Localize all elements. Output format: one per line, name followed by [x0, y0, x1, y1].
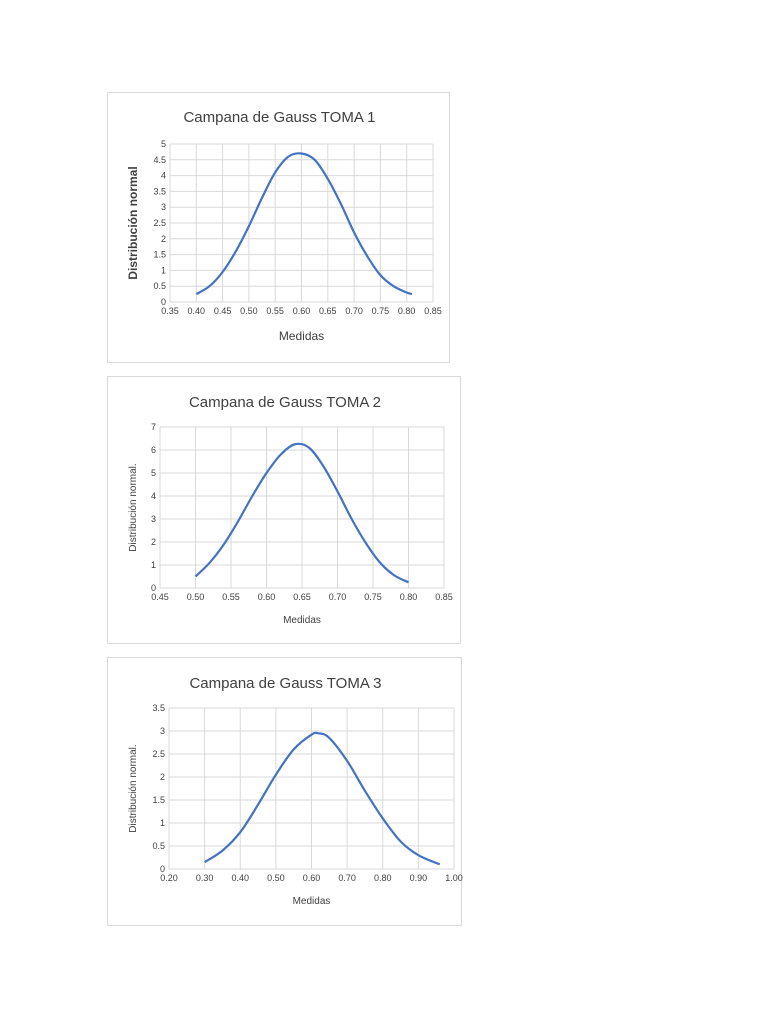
- x-tick-label: 0.50: [187, 592, 205, 602]
- y-axis-label: Distribución normal.: [128, 744, 139, 832]
- x-tick-label: 0.35: [161, 306, 179, 316]
- chart-title: Campana de Gauss TOMA 2: [189, 394, 381, 411]
- y-tick-label: 2: [151, 537, 156, 547]
- x-tick-label: 0.90: [410, 873, 428, 883]
- series-line: [194, 442, 409, 584]
- y-tick-label: 4.5: [153, 155, 166, 165]
- chart-svg-2: Campana de Gauss TOMA 2 0.45 0.50 0.55 0.60 0…: [128, 394, 453, 626]
- x-tick-label: 0.45: [214, 306, 232, 316]
- chart-svg-1: Campana de Gauss TOMA 10.35 0.40 0.45 0.50 0…: [126, 109, 442, 343]
- y-tick-label: 5: [151, 468, 156, 478]
- x-axis-label: Medidas: [293, 896, 331, 907]
- y-tick-label: 1: [161, 265, 166, 275]
- x-tick-label: 0.55: [222, 592, 240, 602]
- y-tick-label: 3: [151, 514, 156, 524]
- series-line: [195, 152, 413, 296]
- y-tick-label: 3: [161, 202, 166, 212]
- y-tick-label: 1.5: [152, 795, 165, 805]
- x-tick-label: 0.75: [364, 592, 382, 602]
- x-tick-label: 1.00: [445, 873, 463, 883]
- x-tick-label: 0.30: [196, 873, 214, 883]
- y-tick-label: 2.5: [152, 749, 165, 759]
- x-tick-label: 0.85: [435, 592, 453, 602]
- y-tick-label: 3.5: [153, 186, 166, 196]
- x-tick-label: 0.85: [424, 306, 442, 316]
- y-tick-label: 3: [160, 726, 165, 736]
- y-tick-label: 5: [161, 139, 166, 149]
- y-tick-label: 0: [160, 864, 165, 874]
- x-tick-label: 0.20: [160, 873, 178, 883]
- x-tick-label: 0.60: [258, 592, 276, 602]
- y-axis-label: Distribución normal: [126, 166, 140, 279]
- x-tick-label: 0.60: [293, 306, 311, 316]
- x-tick-label: 0.60: [303, 873, 321, 883]
- chart-title: Campana de Gauss TOMA 3: [189, 675, 381, 692]
- y-tick-label: 4: [161, 171, 166, 181]
- chart-toma-3: Campana de Gauss TOMA 3 0.20 0.30 0.40 0.50 0…: [107, 657, 463, 926]
- chart-toma-2: Campana de Gauss TOMA 2 0.45 0.50 0.55 0.60 0…: [107, 376, 461, 644]
- y-tick-label: 1: [160, 818, 165, 828]
- x-tick-label: 0.55: [266, 306, 284, 316]
- y-tick-label: 0: [151, 583, 156, 593]
- x-tick-label: 0.80: [374, 873, 392, 883]
- x-tick-label: 0.80: [398, 306, 416, 316]
- chart-title: Campana de Gauss TOMA 1: [183, 109, 375, 126]
- x-tick-label: 0.70: [338, 873, 356, 883]
- x-tick-label: 0.65: [293, 592, 311, 602]
- y-tick-label: 1: [151, 560, 156, 570]
- x-tick-label: 0.75: [372, 306, 390, 316]
- x-tick-label: 0.40: [231, 873, 249, 883]
- y-tick-label: 1.5: [153, 250, 166, 260]
- chart-toma-1: Campana de Gauss TOMA 1 0.35 0.40 0.45 0.50 0…: [107, 92, 450, 363]
- x-tick-label: 0.40: [188, 306, 206, 316]
- series-line: [204, 731, 441, 866]
- y-tick-label: 2: [160, 772, 165, 782]
- y-tick-label: 0.5: [153, 281, 166, 291]
- x-tick-label: 0.70: [345, 306, 363, 316]
- y-tick-label: 4: [151, 491, 156, 501]
- y-axis-label: Distribución normal.: [128, 463, 139, 551]
- x-tick-label: 0.45: [151, 592, 169, 602]
- x-tick-label: 0.65: [319, 306, 337, 316]
- x-tick-label: 0.50: [240, 306, 258, 316]
- y-tick-label: 2: [161, 234, 166, 244]
- y-tick-label: 3.5: [152, 703, 165, 713]
- x-tick-label: 0.50: [267, 873, 285, 883]
- x-axis-label: Medidas: [283, 615, 321, 626]
- y-tick-label: 2.5: [153, 218, 166, 228]
- y-tick-label: 7: [151, 422, 156, 432]
- chart-svg-3: Campana de Gauss TOMA 30.20 0.30 0.40 0.50 0…: [128, 675, 463, 907]
- y-tick-label: 6: [151, 445, 156, 455]
- y-tick-label: 0: [161, 297, 166, 307]
- x-axis-label: Medidas: [279, 329, 324, 343]
- y-tick-label: 0.5: [152, 841, 165, 851]
- x-tick-label: 0.70: [329, 592, 347, 602]
- x-tick-label: 0.80: [400, 592, 418, 602]
